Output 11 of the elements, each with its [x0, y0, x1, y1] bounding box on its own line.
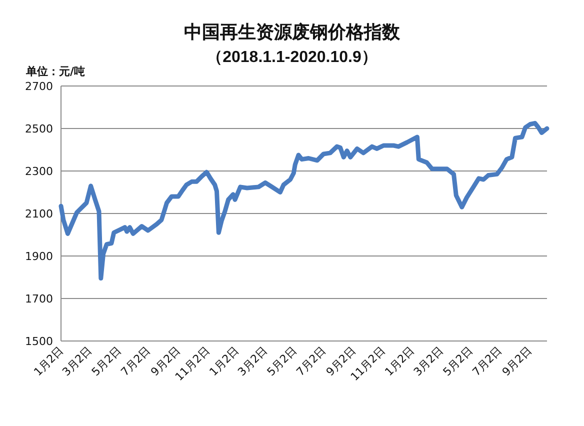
y-tick-label: 2300	[25, 165, 53, 178]
y-tick-label: 1700	[25, 292, 53, 306]
y-tick-label: 2100	[25, 208, 53, 220]
y-tick-label: 2700	[25, 80, 53, 93]
chart-subtitle: （2018.1.1-2020.10.9）	[206, 49, 378, 66]
y-tick-label: 1500	[25, 335, 53, 348]
chart-title: 中国再生资源废钢价格指数	[184, 22, 401, 43]
y-tick-label: 2500	[25, 122, 53, 136]
y-tick-label: 1900	[25, 250, 53, 263]
y-axis-title: 单位：元/吨	[25, 65, 86, 78]
line-series	[58, 120, 550, 281]
